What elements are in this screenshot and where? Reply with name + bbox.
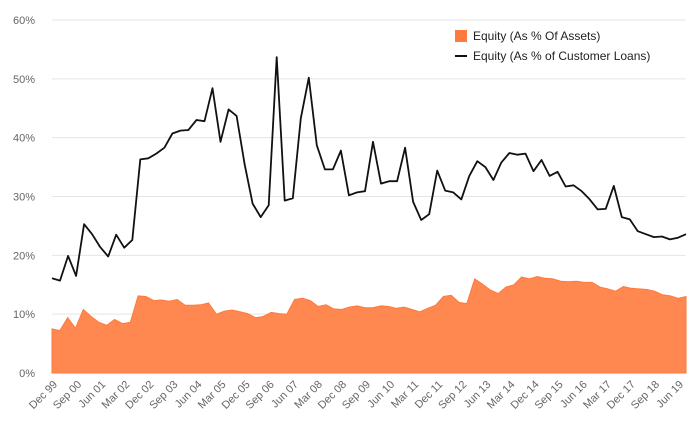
series-line-equity-loans (51, 56, 687, 282)
y-tick-label: 20% (13, 250, 35, 262)
y-axis-labels: 0% 10% 20% 30% 40% 50% 60% (13, 15, 35, 380)
legend-label-equity-loans: Equity (As % of Customer Loans) (473, 49, 650, 63)
y-tick-label: 10% (13, 309, 35, 321)
y-tick-label: 0% (19, 368, 35, 380)
legend-label-equity-assets: Equity (As % Of Assets) (473, 29, 600, 43)
y-tick-label: 50% (13, 74, 35, 86)
legend-swatch-equity-assets (455, 30, 467, 42)
legend: Equity (As % Of Assets) Equity (As % of … (455, 29, 650, 63)
x-tick-label: Jun 19 (654, 379, 686, 411)
y-tick-label: 30% (13, 192, 35, 204)
plot-area (51, 56, 687, 374)
y-tick-label: 40% (13, 133, 35, 145)
y-tick-label: 60% (13, 15, 35, 27)
series-area-equity-assets (51, 275, 687, 374)
